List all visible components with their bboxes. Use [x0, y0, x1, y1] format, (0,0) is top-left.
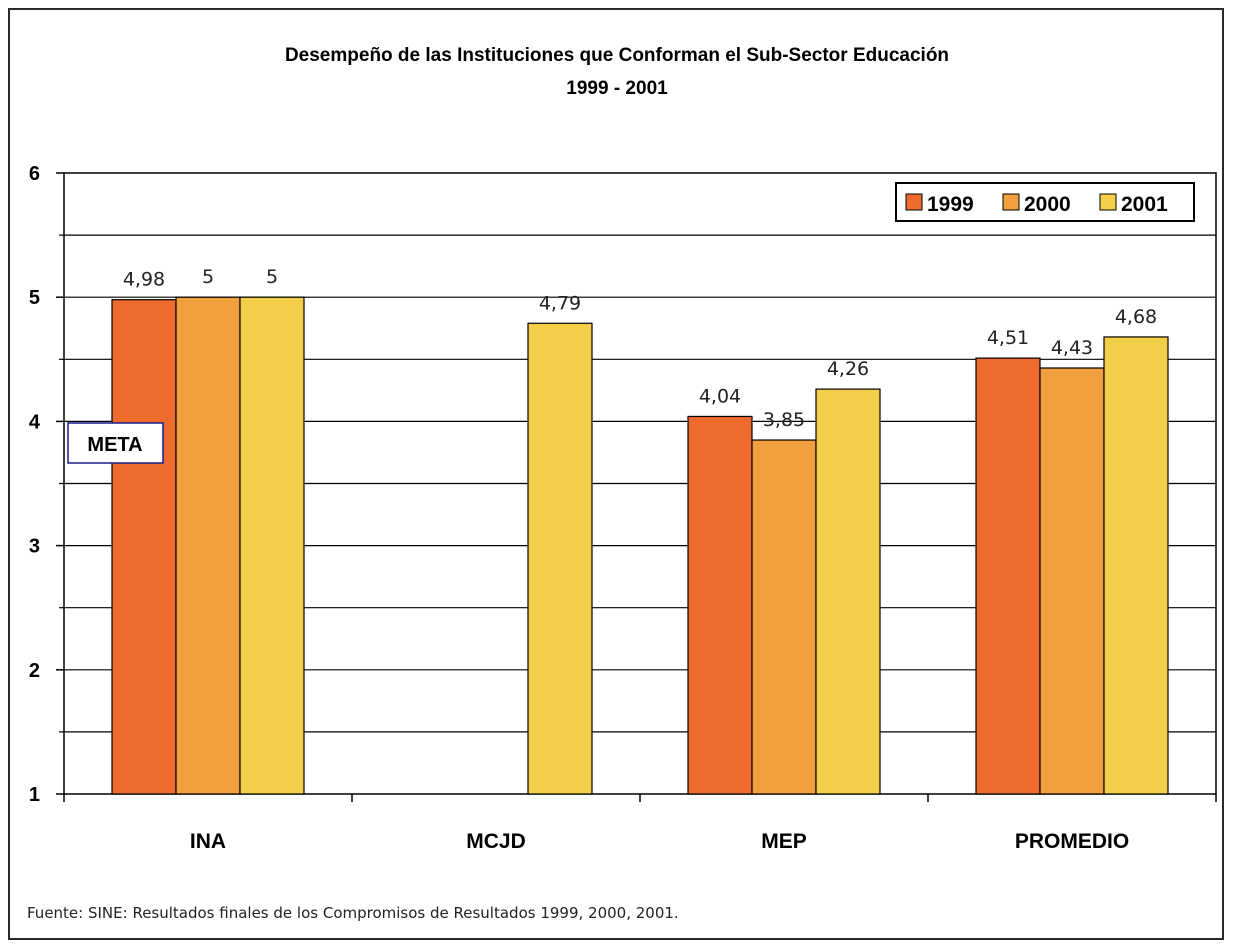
legend-swatch-2001	[1099, 193, 1117, 211]
bar-2001	[1103, 336, 1169, 795]
bar-2001	[239, 296, 305, 795]
category-label: MCJD	[466, 830, 526, 853]
legend-swatch-2000	[1002, 193, 1020, 211]
source-note: Fuente: SINE: Resultados finales de los …	[27, 904, 679, 922]
bar-1999	[687, 415, 753, 795]
meta-label: META	[87, 434, 142, 456]
y-tick-label: 2	[29, 660, 40, 682]
category-label: PROMEDIO	[1015, 830, 1129, 853]
meta-annotation: META	[67, 422, 164, 464]
data-label: 5	[266, 266, 278, 288]
bars: 4,98 5 5 4,79 4,04 3,85 4,26 4,51 4,43 4,68	[111, 266, 1169, 795]
y-tick-label: 1	[29, 784, 40, 806]
bar-1999	[111, 299, 177, 795]
bar-2000	[751, 439, 817, 795]
data-label: 5	[202, 266, 214, 288]
data-label: 4,51	[987, 327, 1029, 349]
legend-label-2000: 2000	[1024, 193, 1071, 216]
bar-2000	[175, 296, 241, 795]
chart-subtitle: 1999 - 2001	[566, 78, 668, 99]
axes: 1 2 3 4 5 6 INA MCJD MEP PROMEDIO	[29, 163, 1217, 853]
data-label: 4,79	[539, 292, 581, 314]
legend-box	[895, 182, 1195, 222]
bar-2001	[815, 388, 881, 795]
legend: 1999 2000 2001	[895, 182, 1195, 222]
legend-label-1999: 1999	[927, 193, 974, 216]
bar-2000	[1039, 367, 1105, 795]
data-label: 3,85	[763, 409, 805, 431]
category-label: INA	[190, 830, 226, 853]
meta-box	[67, 422, 164, 464]
y-tick-label: 3	[29, 536, 40, 558]
data-label: 4,04	[699, 385, 741, 407]
chart-title: Desempeño de las Instituciones que Confo…	[285, 45, 949, 66]
y-tick-label: 4	[29, 411, 41, 433]
y-tick-label: 6	[29, 163, 40, 185]
category-label: MEP	[761, 830, 807, 853]
data-label: 4,43	[1051, 337, 1093, 359]
legend-swatch-1999	[905, 193, 923, 211]
bar-2001	[527, 322, 593, 795]
legend-label-2001: 2001	[1121, 193, 1168, 216]
data-label: 4,98	[123, 269, 165, 291]
data-label: 4,26	[827, 358, 869, 380]
y-tick-label: 5	[29, 287, 40, 309]
bar-1999	[975, 357, 1041, 795]
data-label: 4,68	[1115, 306, 1157, 328]
